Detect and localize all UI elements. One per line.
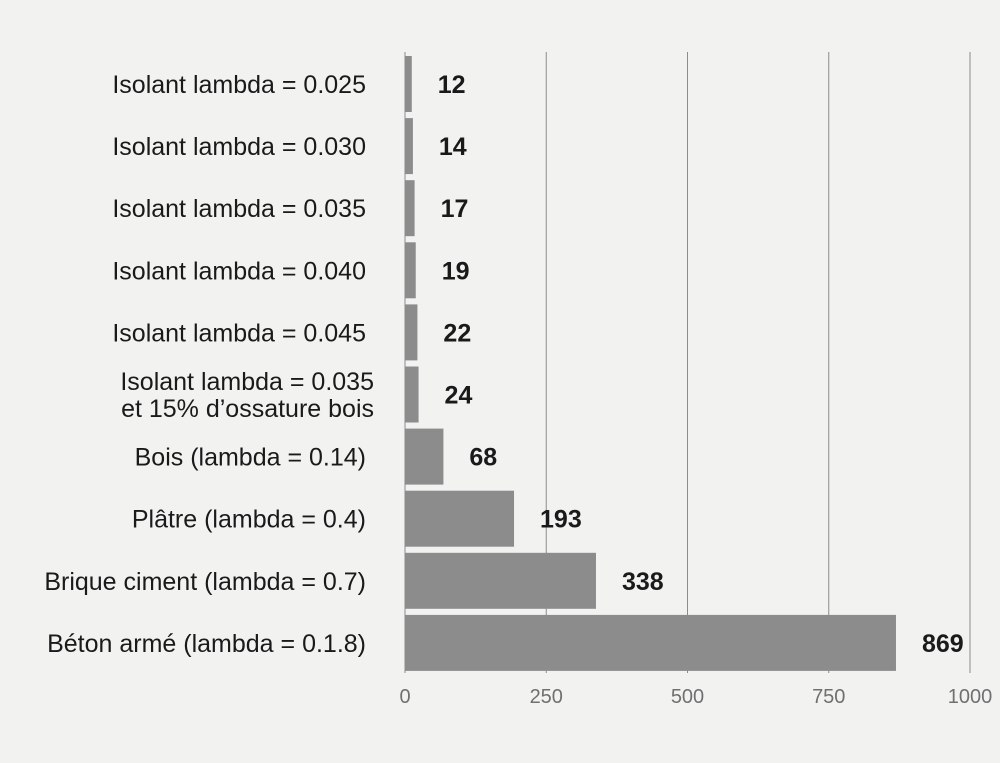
category-label: Isolant lambda = 0.035 et 15% d’ossature … — [120, 368, 374, 423]
x-tick-label: 750 — [812, 686, 845, 708]
bar — [405, 56, 412, 112]
data-label: 338 — [622, 568, 664, 596]
x-tick-label: 0 — [399, 686, 410, 708]
category-label: Plâtre (lambda = 0.4) — [132, 506, 366, 534]
category-label: Bois (lambda = 0.14) — [135, 444, 366, 472]
data-label: 14 — [439, 133, 467, 161]
data-label: 68 — [469, 444, 497, 472]
category-label: Isolant lambda = 0.045 — [112, 319, 366, 347]
bar — [405, 552, 596, 609]
data-label: 24 — [445, 382, 473, 410]
bar — [405, 490, 515, 547]
bar — [405, 366, 419, 423]
bar — [405, 428, 444, 485]
x-tick-label: 500 — [671, 686, 704, 708]
category-label: Béton armé (lambda = 0.1.8) — [47, 630, 366, 658]
category-label: Isolant lambda = 0.025 — [112, 71, 366, 99]
category-label: Isolant lambda = 0.035 — [112, 195, 366, 223]
category-label: Isolant lambda = 0.030 — [112, 133, 366, 161]
label-layer: Isolant lambda = 0.025 12 Isolant lambda =… — [44, 71, 963, 658]
bar — [405, 180, 415, 237]
x-tick-label: 1000 — [948, 686, 993, 708]
data-label: 19 — [442, 257, 470, 285]
bar-layer — [405, 56, 896, 671]
data-label: 869 — [922, 630, 964, 658]
bar — [405, 242, 416, 299]
category-label: Isolant lambda = 0.040 — [112, 257, 366, 285]
data-label: 193 — [540, 506, 582, 534]
category-label: Brique ciment (lambda = 0.7) — [44, 568, 366, 596]
data-label: 22 — [443, 319, 471, 347]
tick-layer: 0 250 500 750 1000 — [399, 686, 992, 708]
data-label: 17 — [441, 195, 469, 223]
x-tick-label: 250 — [530, 686, 563, 708]
bar — [405, 304, 418, 361]
bar — [405, 118, 413, 175]
data-label: 12 — [438, 71, 466, 99]
bar — [405, 614, 896, 671]
